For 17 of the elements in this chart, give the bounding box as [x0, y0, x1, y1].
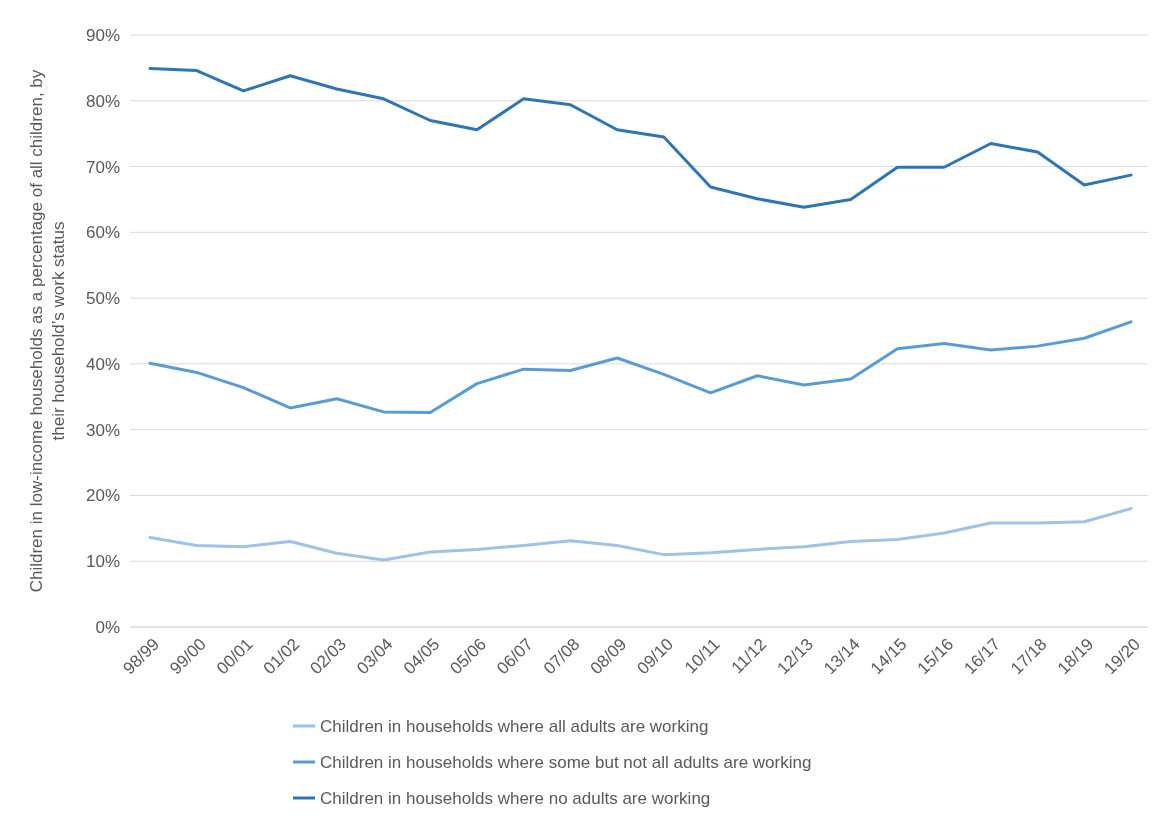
y-tick-label: 10% [85, 552, 120, 572]
y-tick-label: 50% [85, 289, 120, 309]
legend-label: Children in households where all adults are working [320, 716, 709, 736]
y-tick-label: 0% [95, 617, 120, 637]
y-tick-label: 20% [85, 486, 120, 506]
y-tick-label: 80% [85, 91, 120, 111]
y-tick-label: 60% [85, 223, 120, 243]
y-tick-label: 70% [85, 157, 120, 177]
y-tick-label: 30% [85, 420, 120, 440]
y-tick-label: 90% [85, 25, 120, 45]
line-series [148, 507, 1133, 562]
y-tick-label: 40% [85, 354, 120, 374]
line-series [148, 67, 1133, 209]
legend-label: Children in households where some but not all adults are working [320, 752, 812, 772]
y-axis-title: Children in low-income households as a percentage of all children, by their household’s work status [27, 69, 68, 593]
line-series [148, 320, 1133, 415]
legend-label: Children in households where no adults are working [320, 788, 711, 808]
